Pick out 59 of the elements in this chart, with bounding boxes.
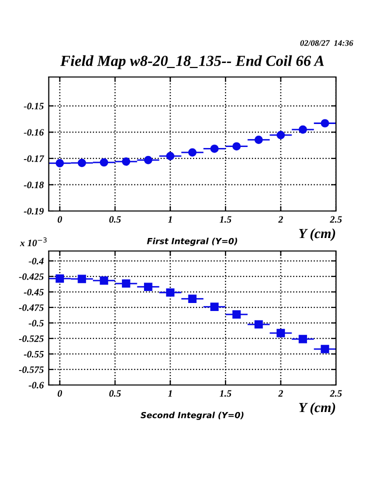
point bbox=[232, 142, 241, 151]
text: Second Integral (Y=0) bbox=[140, 412, 244, 420]
y-tick-label: -0.5 bbox=[28, 320, 44, 326]
point bbox=[78, 274, 86, 284]
x-axis-title: Y (cm) bbox=[299, 402, 336, 416]
point bbox=[122, 279, 130, 288]
y-tick-label: -0.525 bbox=[18, 335, 44, 342]
y-tick-label: -0.4 bbox=[28, 258, 44, 264]
point bbox=[210, 302, 219, 311]
y-tick-label: -0.575 bbox=[18, 366, 44, 373]
y-tick-label: -0.55 bbox=[24, 350, 44, 358]
x-tick-label: 2 bbox=[278, 390, 283, 397]
point bbox=[320, 119, 330, 128]
point bbox=[254, 320, 263, 329]
x-tick-label: 1.5 bbox=[220, 216, 232, 223]
x-tick-label: 1 bbox=[168, 216, 172, 223]
x-tick-label: 2 bbox=[278, 216, 283, 223]
point bbox=[100, 158, 108, 167]
point bbox=[254, 136, 263, 144]
point bbox=[144, 282, 152, 292]
y-tick-label: -0.425 bbox=[18, 273, 44, 280]
y-tick-label: -0.17 bbox=[24, 155, 44, 162]
point bbox=[166, 288, 174, 297]
y-tick-label: -0.6 bbox=[28, 382, 44, 389]
y-tick-label: -0.15 bbox=[24, 102, 44, 110]
x-axis-title: Y (cm) bbox=[299, 228, 336, 242]
text: x 10$^{−3}$ bbox=[20, 237, 47, 246]
point bbox=[298, 334, 308, 344]
y-tick-label: -0.19 bbox=[24, 208, 44, 215]
x-tick-label: 0 bbox=[58, 216, 62, 223]
y-tick-label: -0.16 bbox=[24, 129, 44, 136]
point bbox=[188, 148, 197, 157]
point bbox=[232, 310, 241, 319]
x-tick-label: 1.5 bbox=[220, 390, 232, 397]
point bbox=[298, 125, 308, 134]
y-tick-label: -0.18 bbox=[24, 182, 44, 188]
point bbox=[320, 344, 330, 354]
point bbox=[122, 157, 130, 166]
point bbox=[56, 274, 64, 283]
point bbox=[276, 130, 285, 140]
point bbox=[276, 328, 285, 338]
point bbox=[100, 276, 108, 285]
x-tick-label: 1 bbox=[168, 390, 172, 397]
x-tick-label: 2.5 bbox=[330, 216, 342, 223]
x-tick-label: 0.5 bbox=[109, 216, 121, 223]
x-tick-label: 0.5 bbox=[109, 390, 121, 397]
chart-title: Field Map w8-20_18_135-- End Coil 66 A bbox=[60, 55, 324, 70]
x-tick-label: 2.5 bbox=[330, 390, 342, 397]
text: 02/08/27 14:36 bbox=[300, 40, 354, 46]
x-tick-label: 0 bbox=[58, 390, 62, 397]
y-tick-label: -0.45 bbox=[24, 288, 44, 296]
point bbox=[166, 152, 174, 160]
point bbox=[56, 159, 64, 168]
y-tick-label: -0.475 bbox=[18, 304, 44, 311]
point bbox=[78, 158, 86, 168]
text: First Integral (Y=0) bbox=[147, 238, 238, 246]
point bbox=[144, 156, 152, 164]
point bbox=[210, 144, 219, 153]
point bbox=[188, 294, 197, 303]
